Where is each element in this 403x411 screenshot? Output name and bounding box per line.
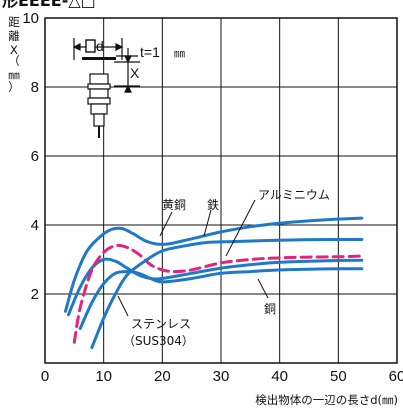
annotation-stainless: ステンレス [131, 317, 191, 331]
series-line-brass [64, 216, 364, 313]
series-line-stainless [90, 237, 364, 349]
y-tick-label: 6 [31, 148, 39, 165]
y-tick-label: 8 [31, 79, 39, 96]
x-tick-label: 40 [271, 368, 288, 385]
x-tick-label: 10 [95, 368, 112, 385]
inset-d-label: d [96, 38, 104, 54]
series-line-aluminum [72, 243, 364, 344]
grid [44, 17, 398, 364]
x-tick-label: 20 [154, 368, 171, 385]
sensor-diagram [72, 38, 140, 138]
x-axis-title: 検出物体の一辺の長さd(㎜) [255, 393, 398, 407]
y-axis-title-5: ㎜ [8, 68, 20, 82]
series-line-iron [67, 257, 364, 317]
chart-title-fragment: 形EEEE-△□ [2, 0, 96, 10]
y-axis-title-4: （ [8, 54, 20, 68]
annotation-iron: 鉄 [207, 197, 219, 212]
annotation-stainless-grade: （SUS304） [123, 334, 194, 348]
x-tick-label: 30 [213, 368, 230, 385]
annotation-leaders [117, 199, 269, 317]
x-tick-label: 50 [330, 368, 347, 385]
y-axis-title-2: 離 [8, 29, 20, 43]
inset-thickness-unit: ㎜ [174, 47, 185, 60]
y-axis-title-3: X [10, 43, 18, 57]
y-tick-label: 4 [31, 217, 39, 234]
annotation-copper: 銅 [264, 302, 276, 316]
series-line-copper [78, 267, 364, 330]
tick-labels: 0 10 20 30 40 50 60 2 4 6 8 10 [22, 10, 403, 385]
x-tick-label: 0 [41, 368, 49, 385]
y-tick-label: 2 [31, 286, 39, 303]
y-axis-title-6: ） [8, 80, 20, 94]
series-group [64, 216, 364, 349]
annotation-brass: 黄銅 [162, 198, 186, 212]
inset-thickness-label: t=1 [140, 44, 160, 60]
y-tick-label: 10 [22, 10, 39, 27]
annotation-aluminum: アルミニウム [258, 188, 330, 202]
plot-frame [44, 17, 398, 364]
y-axis-title-1: 距 [8, 15, 20, 29]
x-tick-label: 60 [389, 368, 403, 385]
inset-x-label: X [130, 65, 140, 81]
